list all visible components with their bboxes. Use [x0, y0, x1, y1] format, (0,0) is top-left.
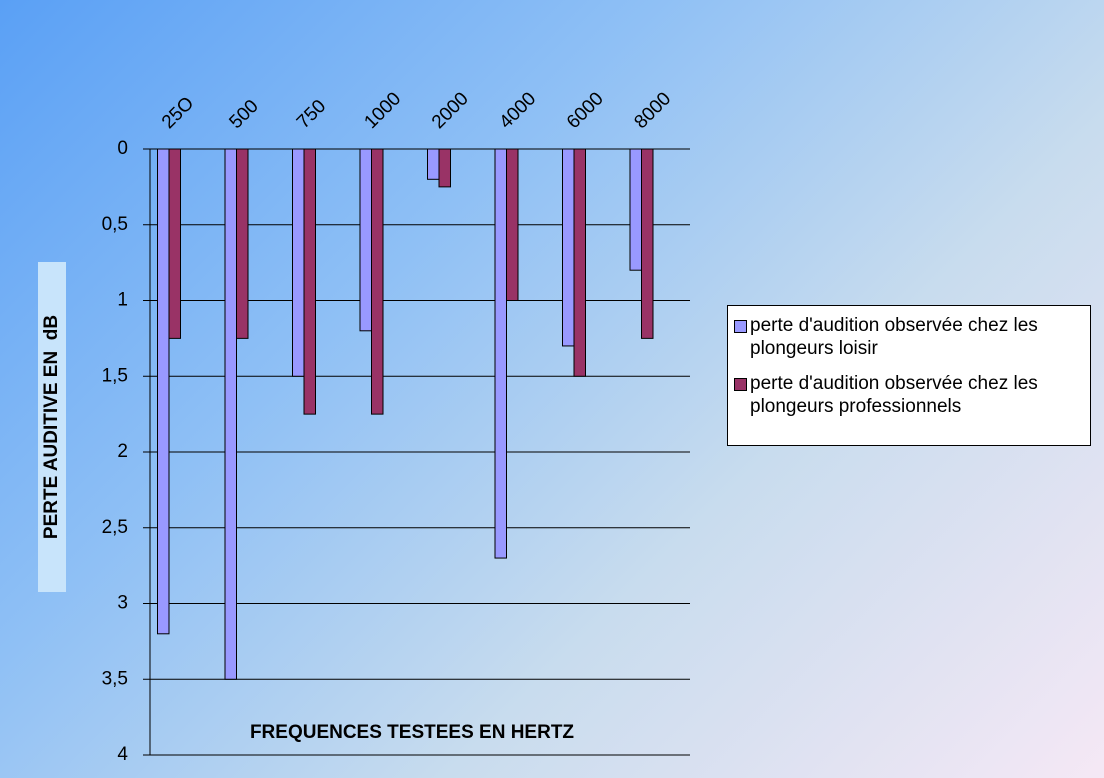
- y-tick-label: 0: [117, 138, 128, 159]
- legend-label: perte d'audition observée chez les plong…: [750, 373, 1038, 417]
- x-tick-label: 750: [293, 96, 330, 133]
- y-axis-title: PERTE AUDITIVE EN dB: [41, 315, 62, 539]
- legend-item: perte d'audition observée chez les plong…: [734, 314, 1084, 360]
- x-tick-label: 25O: [158, 93, 198, 133]
- x-tick-label: 1000: [360, 88, 405, 133]
- x-tick-label: 6000: [563, 88, 608, 133]
- y-tick-label: 1: [117, 290, 128, 311]
- bar: [506, 148, 519, 301]
- bar: [292, 148, 305, 377]
- bar: [562, 148, 575, 347]
- bar: [359, 148, 372, 332]
- y-tick-label: 3: [117, 593, 128, 614]
- legend: perte d'audition observée chez les plong…: [727, 305, 1091, 446]
- legend-swatch: [734, 378, 747, 391]
- bar: [641, 148, 654, 339]
- y-tick-label: 0,5: [102, 214, 128, 235]
- legend-label: perte d'audition observée chez les plong…: [750, 315, 1038, 359]
- y-tick-label: 2,5: [102, 517, 128, 538]
- bar: [224, 148, 237, 680]
- bar: [157, 148, 170, 635]
- y-tick-label: 2: [117, 441, 128, 462]
- legend-swatch: [734, 320, 747, 333]
- x-tick-label: 4000: [495, 88, 540, 133]
- bar: [629, 148, 642, 271]
- bar: [438, 148, 451, 188]
- x-tick-label: 2000: [428, 88, 473, 133]
- bar: [494, 148, 507, 559]
- bar: [371, 148, 384, 415]
- x-tick-label: 8000: [630, 88, 675, 133]
- bar: [427, 148, 440, 180]
- y-title-box: [38, 262, 66, 592]
- bar: [573, 148, 586, 377]
- y-tick-label: 3,5: [102, 668, 128, 689]
- y-tick-label: 4: [117, 744, 128, 765]
- bar: [303, 148, 316, 415]
- legend-item: perte d'audition observée chez les plong…: [734, 372, 1084, 418]
- x-tick-label: 500: [225, 96, 262, 133]
- bar: [236, 148, 249, 339]
- bar: [168, 148, 181, 339]
- x-axis-title: FREQUENCES TESTEES EN HERTZ: [250, 722, 574, 743]
- y-tick-label: 1,5: [102, 365, 128, 386]
